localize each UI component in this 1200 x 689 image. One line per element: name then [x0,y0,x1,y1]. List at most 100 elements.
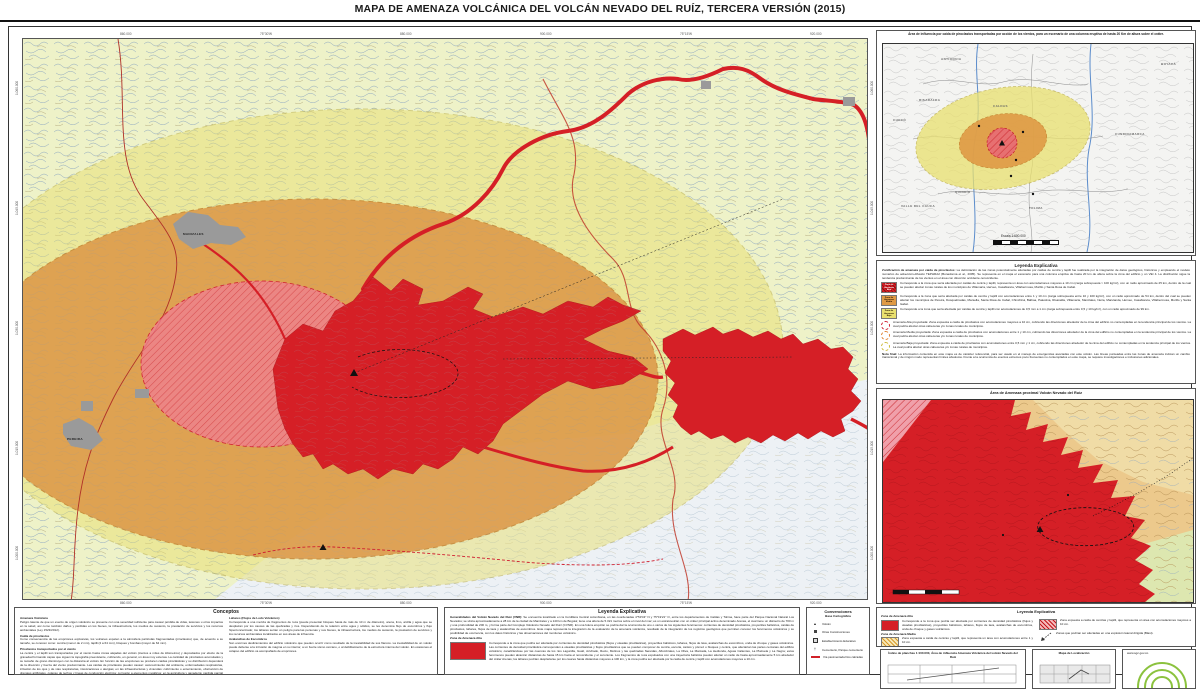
inset-scale-label: Escala 1:600.000 [1001,234,1026,238]
lahar-line-right-exit [850,417,867,430]
central-high-swatch [450,642,486,661]
tick-left: 1.000.000 [15,545,19,560]
proximal-volcano-icon [1036,526,1044,532]
tick-right: 1.045.000 [870,200,874,215]
tick-bottom: 900.000 [540,601,552,605]
urban-area-honda [701,81,711,89]
page-title: MAPA DE AMENAZA VOLCÁNICA DEL VOLCÁN NEV… [354,3,846,15]
central-legend-title: Leyenda Explicativa [598,609,646,615]
dept-label-tolima: TOLIMA [1029,206,1043,210]
sgc-url: www.sgc.gov.co [1127,651,1149,655]
dept-label-caldas: CALDAS [993,104,1008,108]
high-zone-swatch: Zona de Amenaza Alta [881,282,897,294]
urban-area-manizales [173,212,246,249]
tick-bottom: 920.000 [810,601,822,605]
conv-item-cementerio: † Cementerio, Parque cementerio [811,648,865,652]
department-boundary [542,78,690,599]
proximal-map-title: Área de Amenaza proximal Volcán Nevado d… [990,391,1082,395]
projected-medium-circle-icon [881,331,890,341]
low-zone-swatch: Zona de Amenaza Baja [881,308,897,320]
conceptos-title: Conceptos [213,609,239,615]
tick-bottom: 75°30'W [260,601,272,605]
lahar-line-southeast [482,445,674,473]
city-label-manizales: MANIZALES [183,232,204,236]
wind-inset-map: ANTIOQUIA BOYACÁ CHOCÓ RISARALDA CALDAS … [882,43,1194,253]
paved-road-icon [811,656,820,660]
tick-top: 920.000 [810,32,822,36]
legend-item-baja: Zona de Amenaza Baja Corresponde a la zo… [881,307,1191,320]
main-map: MANIZALES PEREIRA [22,38,868,600]
tick-right: 1.060.000 [870,80,874,95]
conceptos-col2: Lahares (Flujos de Lodo Volcánico) Corres… [229,616,432,654]
main-map-canvas [23,39,867,599]
proximal-map-panel: Área de Amenaza proximal Volcán Nevado d… [876,388,1196,604]
high-hazard-zone-armero [662,326,862,444]
title-divider [0,20,1200,22]
lahar-line-manizales [202,243,287,340]
dept-label-cundinamarca: CUNDINAMARCA [1115,132,1145,136]
tick-left: 1.060.000 [15,80,19,95]
convenciones-panel: Convenciones Base Cartográfica ▲ Volcán … [806,607,870,675]
medium-zone-swatch: Zona de Amenaza Media [881,294,897,306]
dept-label-valle: VALLE DEL CAUCA [901,204,936,208]
urban-area-dosquebradas [81,401,93,411]
dept-label-risaralda: RISARALDA [919,98,941,102]
legend-item-media-proyectada: Amenaza Media proyectada: Zona expuesta … [881,330,1191,341]
conv-item-volcan: ▲ Volcán [811,622,865,626]
urban-area-mariquita [843,97,855,106]
dept-label-boyaca: BOYACÁ [1161,62,1177,66]
location-map-title: Mapa de Localización [1058,651,1090,655]
map-sheet: { "title": "MAPA DE AMENAZA VOLCÁNICA DE… [0,3,1200,689]
legend-intro: Zonificación de amenaza por caída de pir… [882,268,1190,280]
plate-index-grid [887,664,1017,684]
tick-right: 1.015.000 [870,440,874,455]
blast-dashed-ellipse [351,349,459,398]
convenciones-title: Convenciones [824,609,852,614]
tick-top: 860.000 [120,32,132,36]
dept-label-choco: CHOCÓ [893,118,907,122]
proximal-high-solid-swatch [881,619,899,631]
tick-left: 1.015.000 [15,440,19,455]
tick-bottom: 860.000 [120,601,132,605]
plate-index-title: Índice de planchas 1:100.000, Área de in… [888,651,1018,659]
river-magdalena [1086,43,1093,253]
proximal-high-hatch-swatch [1039,619,1057,630]
building-icon [811,629,819,635]
proximal-map [882,399,1194,603]
volcano-summit-icon [350,369,358,376]
inset-scale-bar [993,240,1059,245]
urban-area-santarosa [135,389,149,398]
dept-label-quindio: QUINDÍO [955,190,971,194]
tick-left: 1.045.000 [15,200,19,215]
location-map-box: Mapa de Localización [1032,649,1116,689]
projected-high-circle-icon [881,320,890,330]
legend-item-baja-proyectada: Amenaza Baja proyectada: Zona expuesta a… [881,341,1191,351]
section-dashed-line [502,356,794,360]
central-legend-panel: Leyenda Explicativa Generalidades del Vo… [444,607,800,675]
wind-inset-panel: Área de influencia por caída de piroclas… [876,30,1196,256]
legend-item-alta: Zona de Amenaza Alta Corresponde a la zo… [881,281,1191,294]
tick-top: 75°30'W [260,32,272,36]
convenciones-subtitle: Base Cartográfica [825,614,851,618]
city-label-pereira: PEREIRA [67,437,83,441]
tick-top: 75°15'W [680,32,692,36]
proximal-alta-heading: Zona de Amenaza Alta [881,614,913,618]
wind-inset-canvas [883,43,1193,253]
tick-top: 900.000 [540,32,552,36]
central-alta-heading: Zona de Amenaza Alta [450,636,482,641]
cemetery-cross-icon: † [814,647,816,652]
conv-item-educativo: Establecimiento Educativo [811,637,865,645]
tick-right: 1.030.000 [870,320,874,335]
proximal-legend-title: Leyenda Explicativa [1016,609,1056,614]
tolima-summit-icon [319,544,327,550]
tick-left: 1.030.000 [15,320,19,335]
legend-title: Leyenda Explicativa [1014,263,1058,268]
red-dashed-transition [252,546,664,566]
wind-inset-title: Área de influencia por caída de piroclas… [908,32,1164,36]
vnr-generalidades: Generalidades del Volcán Nevado del Ruíz… [450,615,794,635]
profile-dashed-line [353,198,784,374]
school-icon [811,637,819,645]
tick-bottom: 75°15'W [680,601,692,605]
conceptos-panel: Conceptos Amenaza Volcánica Peligro laten… [14,607,438,675]
proximal-legend-panel: Leyenda Explicativa Zona de Amenaza Alta… [876,607,1196,647]
